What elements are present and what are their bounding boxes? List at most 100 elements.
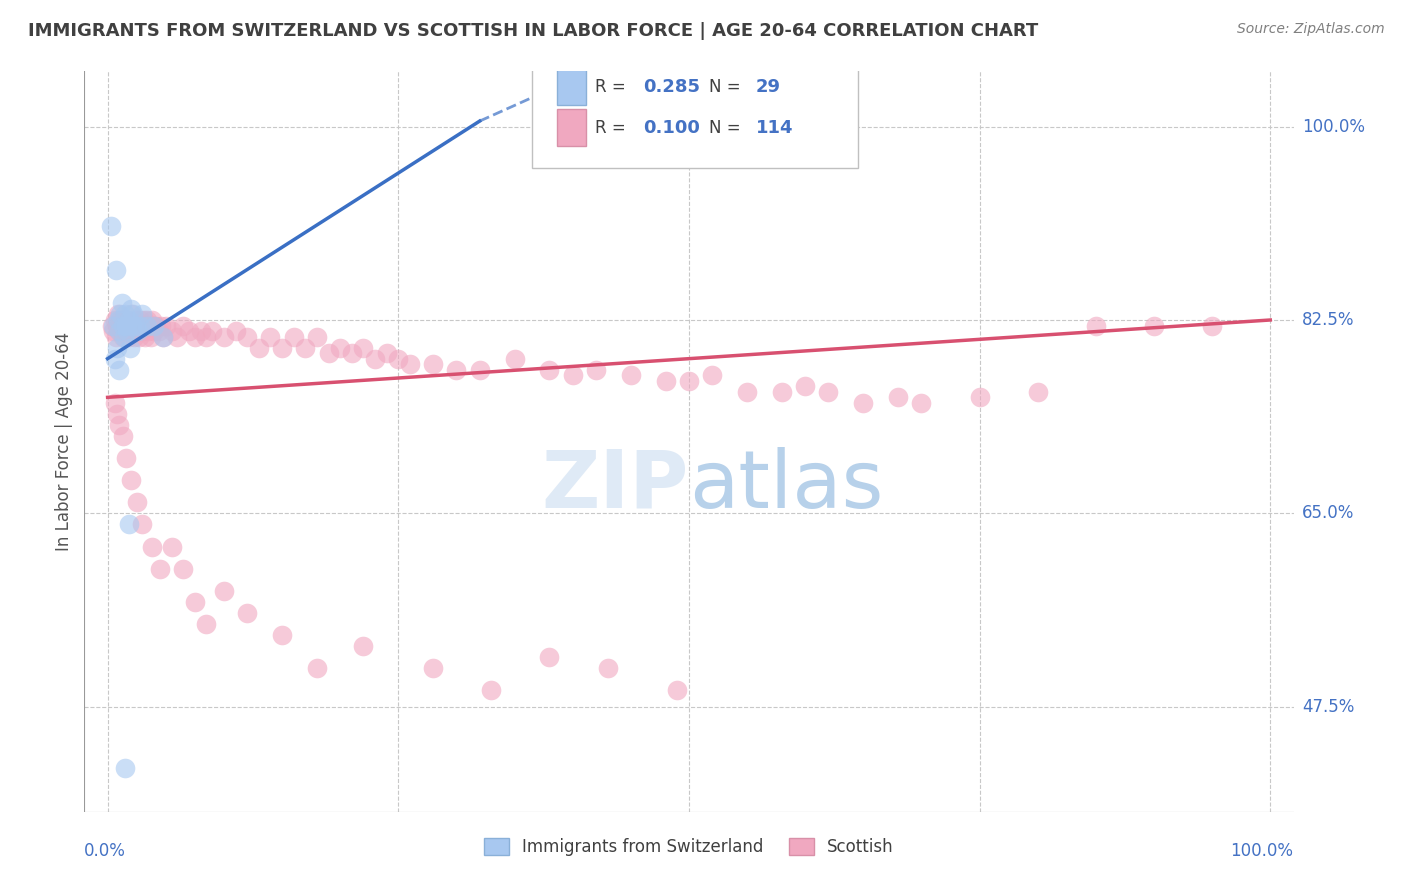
Point <box>136 324 159 338</box>
Point <box>190 324 212 338</box>
Text: 114: 114 <box>755 119 793 136</box>
Point <box>121 324 143 338</box>
Point <box>149 561 172 575</box>
Point <box>678 374 700 388</box>
Point <box>387 351 409 366</box>
Point <box>135 318 157 333</box>
Point <box>195 329 218 343</box>
Point <box>115 318 138 333</box>
Point <box>148 324 170 338</box>
Point <box>247 341 270 355</box>
Point <box>620 368 643 383</box>
Point <box>294 341 316 355</box>
Point <box>111 329 134 343</box>
Point <box>654 374 676 388</box>
Point <box>1026 384 1049 399</box>
Point <box>201 324 224 338</box>
Point <box>118 318 141 333</box>
Point <box>124 318 146 333</box>
Text: R =: R = <box>595 119 631 136</box>
Point <box>122 308 145 322</box>
Point <box>129 313 152 327</box>
Point <box>585 362 607 376</box>
Point <box>104 263 127 277</box>
Point <box>141 313 163 327</box>
Point <box>138 318 160 333</box>
FancyBboxPatch shape <box>557 69 586 105</box>
Point <box>120 301 142 316</box>
Point <box>305 661 328 675</box>
Point <box>124 329 146 343</box>
Point <box>172 318 194 333</box>
Point <box>142 318 165 333</box>
Point <box>103 324 125 338</box>
Point <box>340 346 363 360</box>
Point <box>132 313 155 327</box>
Point <box>479 683 502 698</box>
Point <box>887 390 910 404</box>
Point <box>131 324 153 338</box>
Point <box>120 473 142 487</box>
Text: Source: ZipAtlas.com: Source: ZipAtlas.com <box>1237 22 1385 37</box>
Text: 29: 29 <box>755 78 780 96</box>
Point <box>399 357 422 371</box>
Point <box>468 362 491 376</box>
Point <box>166 329 188 343</box>
Point <box>107 313 129 327</box>
Point <box>125 495 148 509</box>
Point <box>121 318 143 333</box>
Point <box>364 351 387 366</box>
Point <box>127 324 149 338</box>
Legend: Immigrants from Switzerland, Scottish: Immigrants from Switzerland, Scottish <box>478 831 900 863</box>
Text: N =: N = <box>710 119 747 136</box>
Point <box>969 390 991 404</box>
Text: 65.0%: 65.0% <box>1302 504 1354 523</box>
Point <box>105 318 128 333</box>
Point <box>141 540 163 554</box>
Point <box>143 324 166 338</box>
Text: ZIP: ZIP <box>541 447 689 525</box>
Point <box>110 296 132 310</box>
Point <box>108 324 131 338</box>
Point <box>702 368 724 383</box>
Point <box>236 329 259 343</box>
Point <box>114 318 136 333</box>
Point <box>283 329 305 343</box>
Point <box>100 219 122 233</box>
Point <box>236 606 259 620</box>
Point <box>160 540 183 554</box>
Point <box>124 313 146 327</box>
Point <box>422 661 444 675</box>
Point <box>1201 318 1223 333</box>
Point <box>184 329 207 343</box>
Point <box>105 407 128 421</box>
Point <box>561 368 583 383</box>
Point <box>118 341 141 355</box>
Point <box>735 384 758 399</box>
Text: 100.0%: 100.0% <box>1302 118 1365 136</box>
Point <box>134 329 156 343</box>
Point <box>114 308 136 322</box>
Point <box>538 362 561 376</box>
Point <box>794 379 817 393</box>
Point <box>108 324 131 338</box>
Point <box>112 329 135 343</box>
Point <box>108 362 131 376</box>
Point <box>128 329 150 343</box>
Point <box>352 341 374 355</box>
Point <box>111 429 134 443</box>
Text: IMMIGRANTS FROM SWITZERLAND VS SCOTTISH IN LABOR FORCE | AGE 20-64 CORRELATION C: IMMIGRANTS FROM SWITZERLAND VS SCOTTISH … <box>28 22 1039 40</box>
Point <box>139 329 162 343</box>
Point <box>110 308 132 322</box>
Point <box>111 318 134 333</box>
FancyBboxPatch shape <box>531 49 858 168</box>
Point <box>271 628 294 642</box>
Point <box>212 583 235 598</box>
Point <box>131 308 153 322</box>
Point <box>120 308 142 322</box>
Text: 100.0%: 100.0% <box>1230 842 1294 860</box>
Point <box>101 318 124 333</box>
Point <box>503 351 526 366</box>
Point <box>127 318 149 333</box>
Point <box>143 318 166 333</box>
